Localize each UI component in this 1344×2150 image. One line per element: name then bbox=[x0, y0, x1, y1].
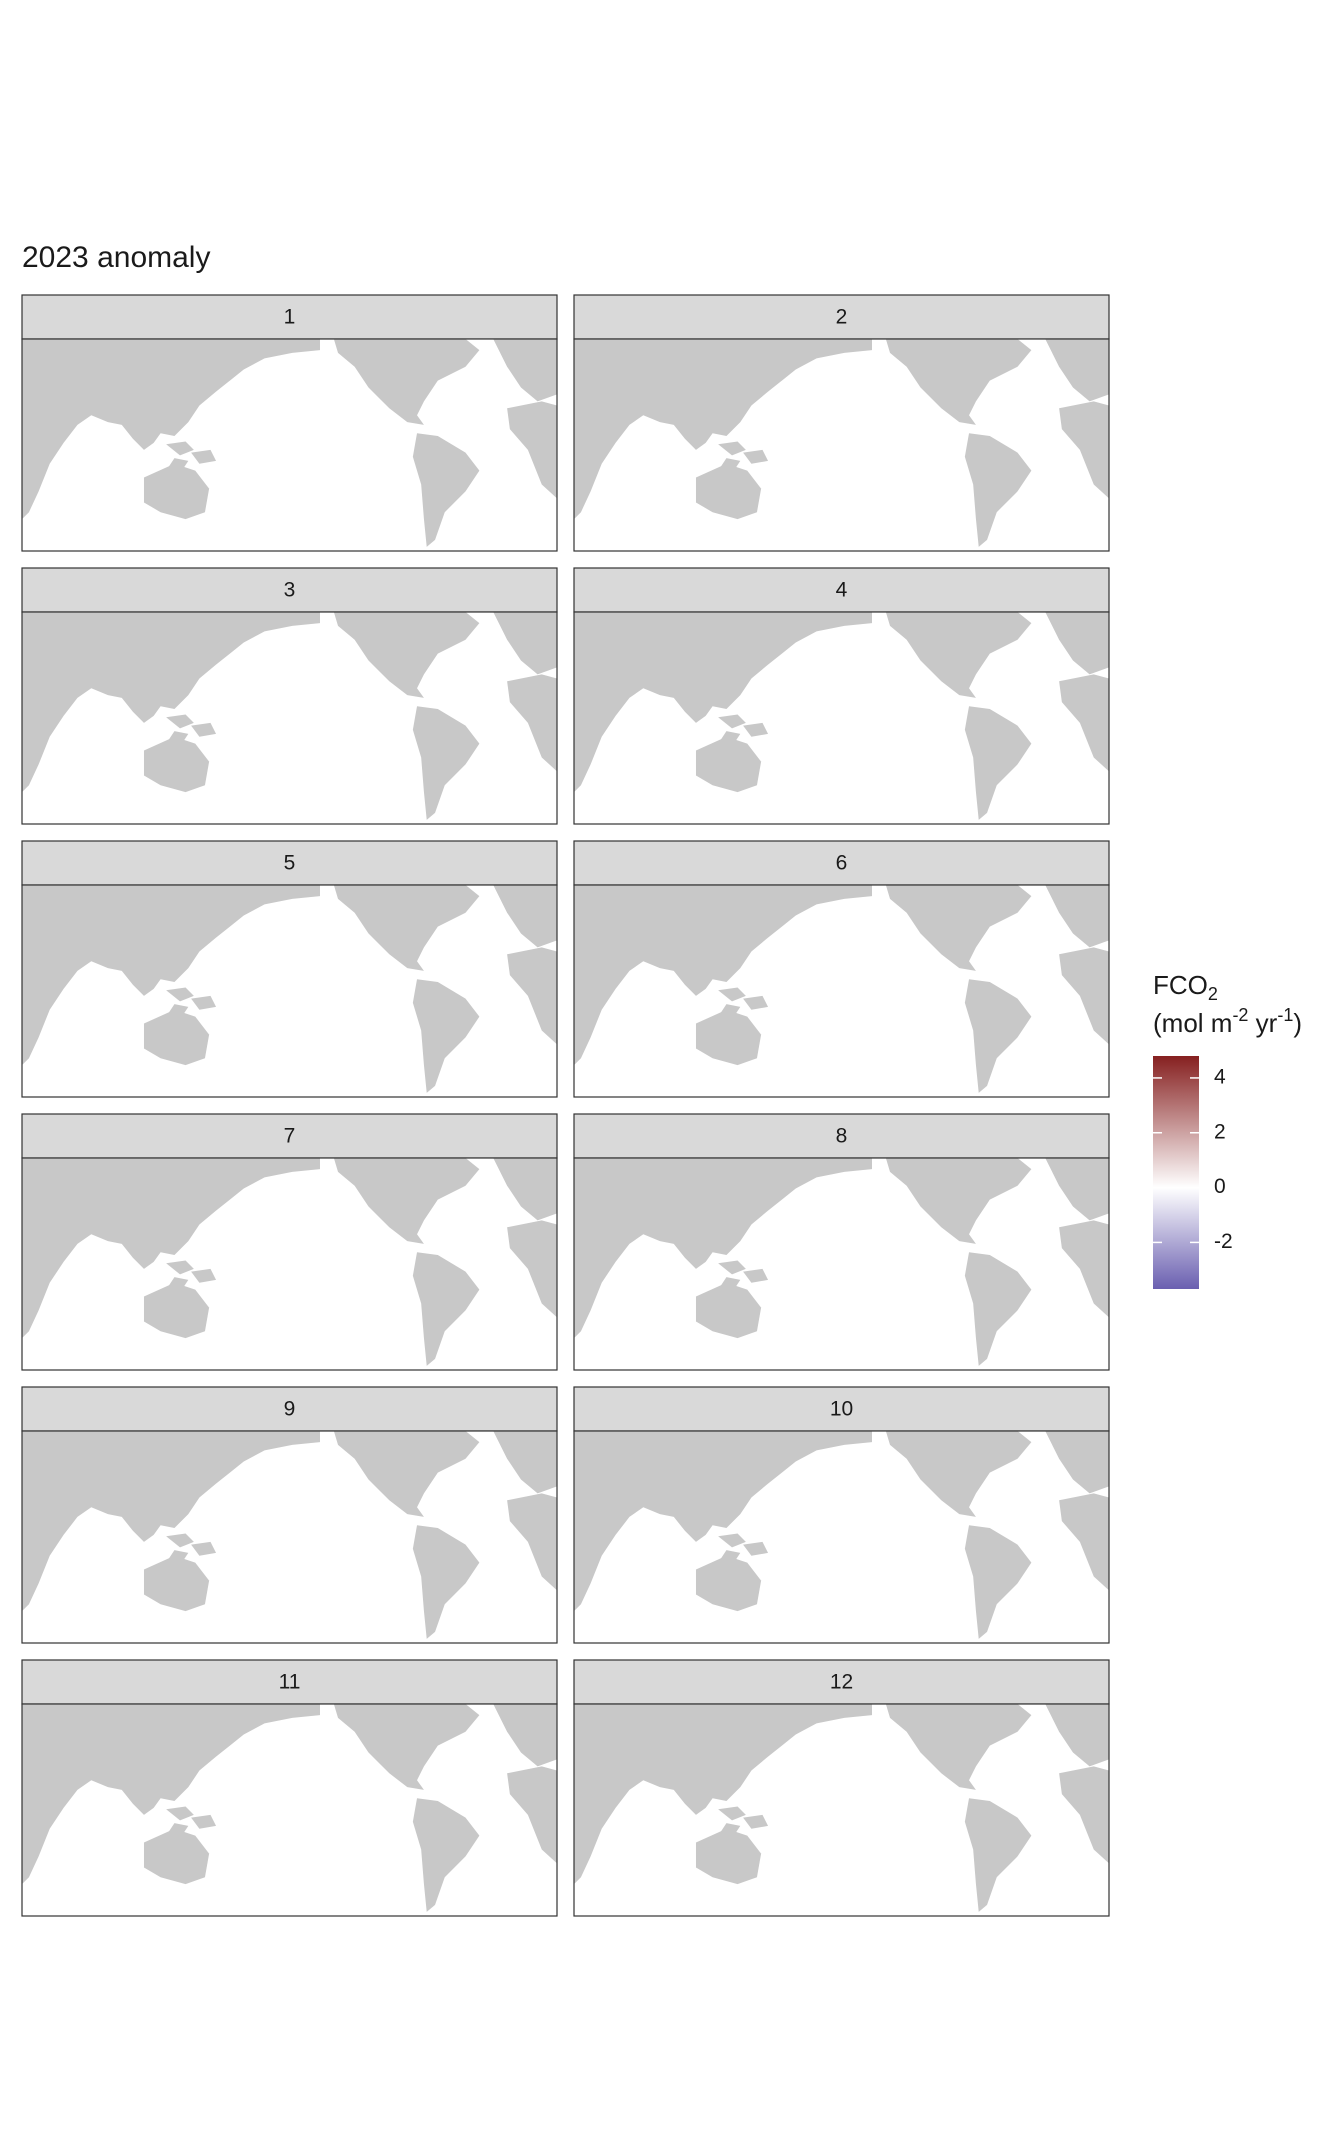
facet-strip bbox=[573, 1113, 1110, 1159]
facet-panel: 3 bbox=[21, 567, 558, 825]
facet-panel: 6 bbox=[573, 840, 1110, 1098]
facet-panel: 7 bbox=[21, 1113, 558, 1371]
map-frame bbox=[21, 611, 558, 825]
unit-part: yr bbox=[1248, 1008, 1277, 1038]
facet-panel: 4 bbox=[573, 567, 1110, 825]
facet-label: 4 bbox=[836, 579, 848, 602]
map-frame bbox=[573, 611, 1110, 825]
unit-sup: -1 bbox=[1277, 1005, 1293, 1025]
facet-panel: 9 bbox=[21, 1386, 558, 1644]
map-frame bbox=[21, 884, 558, 1098]
map-frame bbox=[573, 884, 1110, 1098]
facet-label: 12 bbox=[830, 1671, 853, 1694]
facet-panel: 8 bbox=[573, 1113, 1110, 1371]
map-frame bbox=[21, 1157, 558, 1371]
facet-strip bbox=[573, 1386, 1110, 1432]
map-frame bbox=[573, 338, 1110, 552]
map-frame bbox=[21, 1703, 558, 1917]
facet-panel: 10 bbox=[573, 1386, 1110, 1644]
unit-part: (mol m bbox=[1153, 1008, 1232, 1038]
facet-strip bbox=[573, 294, 1110, 340]
facet-panel: 12 bbox=[573, 1659, 1110, 1917]
facet-label: 6 bbox=[836, 852, 848, 875]
map-frame bbox=[573, 1703, 1110, 1917]
map-frame bbox=[21, 1430, 558, 1644]
facet-panel: 2 bbox=[573, 294, 1110, 552]
facet-label: 5 bbox=[284, 852, 296, 875]
unit-sup: -2 bbox=[1232, 1005, 1248, 1025]
facet-label: 1 bbox=[284, 306, 296, 329]
legend-unit: (mol m-2 yr-1) bbox=[1153, 1005, 1302, 1038]
colorbar bbox=[1153, 1056, 1199, 1289]
facet-panel: 11 bbox=[21, 1659, 558, 1917]
facet-label: 11 bbox=[279, 1671, 301, 1694]
legend-title-main: FCO bbox=[1153, 970, 1208, 1000]
colorbar-tick-label: -2 bbox=[1214, 1230, 1233, 1253]
colorbar-tick-label: 2 bbox=[1214, 1120, 1226, 1143]
legend-title-sub: 2 bbox=[1208, 984, 1218, 1004]
colorbar-tick-label: 4 bbox=[1214, 1065, 1226, 1088]
facet-strip bbox=[573, 1659, 1110, 1705]
facet-label: 8 bbox=[836, 1125, 848, 1148]
facet-strip bbox=[21, 1659, 558, 1705]
facet-strip bbox=[573, 840, 1110, 886]
map-frame bbox=[21, 338, 558, 552]
facet-label: 7 bbox=[284, 1125, 296, 1148]
colorbar-tick-label: 0 bbox=[1214, 1175, 1226, 1198]
facet-label: 3 bbox=[284, 579, 296, 602]
facet-label: 2 bbox=[836, 306, 848, 329]
map-frame bbox=[573, 1157, 1110, 1371]
facet-strip bbox=[21, 1386, 558, 1432]
map-frame bbox=[573, 1430, 1110, 1644]
facet-label: 10 bbox=[830, 1398, 853, 1421]
chart-title: 2023 anomaly bbox=[22, 241, 210, 274]
facet-panel: 1 bbox=[21, 294, 558, 552]
facet-panel: 5 bbox=[21, 840, 558, 1098]
facet-label: 9 bbox=[284, 1398, 296, 1421]
unit-part: ) bbox=[1293, 1008, 1302, 1038]
facet-strip bbox=[21, 294, 558, 340]
legend-title: FCO2 bbox=[1153, 970, 1218, 1004]
